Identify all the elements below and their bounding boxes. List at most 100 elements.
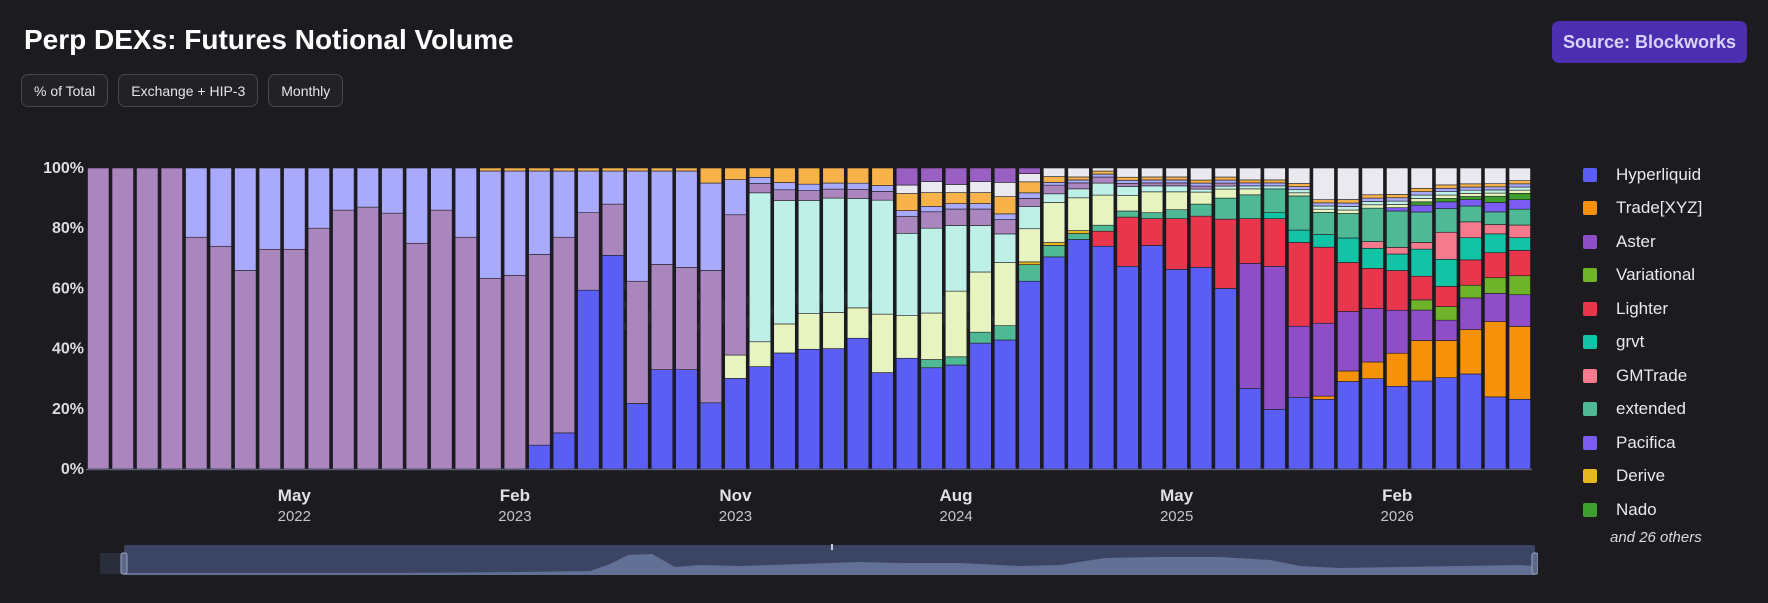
bar-segment[interactable] xyxy=(1263,179,1286,184)
bar-segment[interactable] xyxy=(1337,370,1360,382)
bar-segment[interactable] xyxy=(944,208,968,226)
bar-segment[interactable] xyxy=(1435,319,1458,341)
bar-segment[interactable] xyxy=(994,167,1017,183)
bar-segment[interactable] xyxy=(1312,234,1335,248)
bar-segment[interactable] xyxy=(773,182,796,191)
bar-segment[interactable] xyxy=(1361,308,1384,363)
bar-segment[interactable] xyxy=(1386,204,1409,208)
bar-segment[interactable] xyxy=(1239,194,1262,219)
legend-more-label[interactable]: and 26 others xyxy=(1610,528,1702,546)
bar-segment[interactable] xyxy=(185,236,208,470)
bar-segment[interactable] xyxy=(797,167,821,185)
bar-segment[interactable] xyxy=(528,170,551,255)
bar-segment[interactable] xyxy=(1435,187,1458,192)
bar-segment[interactable] xyxy=(454,236,477,470)
bar-segment[interactable] xyxy=(1484,202,1507,213)
bar-segment[interactable] xyxy=(552,167,575,172)
bar-segment[interactable] xyxy=(1092,170,1115,175)
bar-segment[interactable] xyxy=(773,167,796,183)
bar-segment[interactable] xyxy=(1141,191,1164,213)
bar-segment[interactable] xyxy=(1165,191,1188,211)
bar-segment[interactable] xyxy=(846,337,870,470)
bar-segment[interactable] xyxy=(1435,286,1458,307)
bar-segment[interactable] xyxy=(405,242,428,470)
bar-segment[interactable] xyxy=(748,366,772,470)
bar-segment[interactable] xyxy=(1508,183,1531,188)
bar-segment[interactable] xyxy=(1141,179,1164,184)
bar-segment[interactable] xyxy=(773,189,796,201)
bar-segment[interactable] xyxy=(1190,185,1213,190)
bar-segment[interactable] xyxy=(1386,207,1409,212)
bar-segment[interactable] xyxy=(748,183,772,194)
bar-segment[interactable] xyxy=(1043,182,1066,186)
bar-segment[interactable] xyxy=(1337,199,1360,204)
bar-segment[interactable] xyxy=(1018,192,1041,199)
bar-segment[interactable] xyxy=(797,183,821,191)
bar-segment[interactable] xyxy=(944,290,968,358)
bar-segment[interactable] xyxy=(1288,325,1311,398)
bar-segment[interactable] xyxy=(1018,167,1041,174)
bar-segment[interactable] xyxy=(1386,352,1409,387)
bar-segment[interactable] xyxy=(920,367,943,470)
bar-segment[interactable] xyxy=(797,190,821,201)
period-chip[interactable]: Monthly xyxy=(268,74,344,107)
bar-segment[interactable] xyxy=(577,170,600,213)
bar-segment[interactable] xyxy=(1410,201,1433,206)
bar-segment[interactable] xyxy=(994,262,1017,326)
bar-segment[interactable] xyxy=(1239,185,1262,190)
bar-segment[interactable] xyxy=(1116,186,1139,196)
bar-segment[interactable] xyxy=(1190,191,1213,205)
bar-segment[interactable] xyxy=(920,206,943,213)
bar-segment[interactable] xyxy=(1116,265,1139,470)
bar-segment[interactable] xyxy=(1508,250,1531,277)
bar-segment[interactable] xyxy=(1508,189,1531,194)
bar-segment[interactable] xyxy=(1410,194,1433,199)
bar-segment[interactable] xyxy=(871,199,894,315)
bar-segment[interactable] xyxy=(1190,167,1213,181)
legend-item[interactable]: extended xyxy=(1583,393,1702,427)
bar-segment[interactable] xyxy=(552,432,575,470)
bar-segment[interactable] xyxy=(1459,199,1482,207)
bar-segment[interactable] xyxy=(895,167,919,186)
bar-segment[interactable] xyxy=(822,197,845,313)
bar-segment[interactable] xyxy=(920,192,943,207)
bar-segment[interactable] xyxy=(1410,248,1433,277)
bar-segment[interactable] xyxy=(1165,182,1188,187)
bar-segment[interactable] xyxy=(209,167,232,247)
bar-segment[interactable] xyxy=(1435,231,1458,260)
bar-segment[interactable] xyxy=(699,182,723,271)
bar-segment[interactable] xyxy=(895,210,919,217)
bar-segment[interactable] xyxy=(1361,268,1384,309)
bar-segment[interactable] xyxy=(479,277,502,470)
bar-segment[interactable] xyxy=(994,196,1017,215)
bar-segment[interactable] xyxy=(650,264,674,370)
bar-segment[interactable] xyxy=(699,402,723,470)
bar-segment[interactable] xyxy=(1459,221,1482,239)
bar-segment[interactable] xyxy=(601,170,624,205)
bar-segment[interactable] xyxy=(405,167,428,244)
bar-segment[interactable] xyxy=(724,354,747,379)
bar-segment[interactable] xyxy=(1043,202,1066,243)
bar-segment[interactable] xyxy=(1361,378,1384,470)
bar-segment[interactable] xyxy=(1361,201,1384,206)
bar-segment[interactable] xyxy=(1018,280,1041,470)
bar-segment[interactable] xyxy=(1067,167,1090,178)
bar-segment[interactable] xyxy=(1459,193,1482,197)
bar-segment[interactable] xyxy=(822,348,845,470)
bar-segment[interactable] xyxy=(1018,181,1041,194)
bar-segment[interactable] xyxy=(969,271,992,333)
bar-segment[interactable] xyxy=(1459,259,1482,286)
bar-segment[interactable] xyxy=(920,312,943,360)
bar-segment[interactable] xyxy=(1288,397,1311,470)
scroller-right-handle[interactable] xyxy=(1531,552,1538,575)
bar-segment[interactable] xyxy=(969,192,992,204)
bar-segment[interactable] xyxy=(920,211,943,229)
bar-segment[interactable] xyxy=(1141,185,1164,193)
bar-segment[interactable] xyxy=(1435,306,1458,321)
bar-segment[interactable] xyxy=(1092,230,1115,247)
bar-segment[interactable] xyxy=(1214,197,1237,220)
bar-segment[interactable] xyxy=(895,357,919,470)
bar-segment[interactable] xyxy=(1018,198,1041,207)
bar-segment[interactable] xyxy=(1508,294,1531,327)
bar-segment[interactable] xyxy=(1508,180,1531,185)
